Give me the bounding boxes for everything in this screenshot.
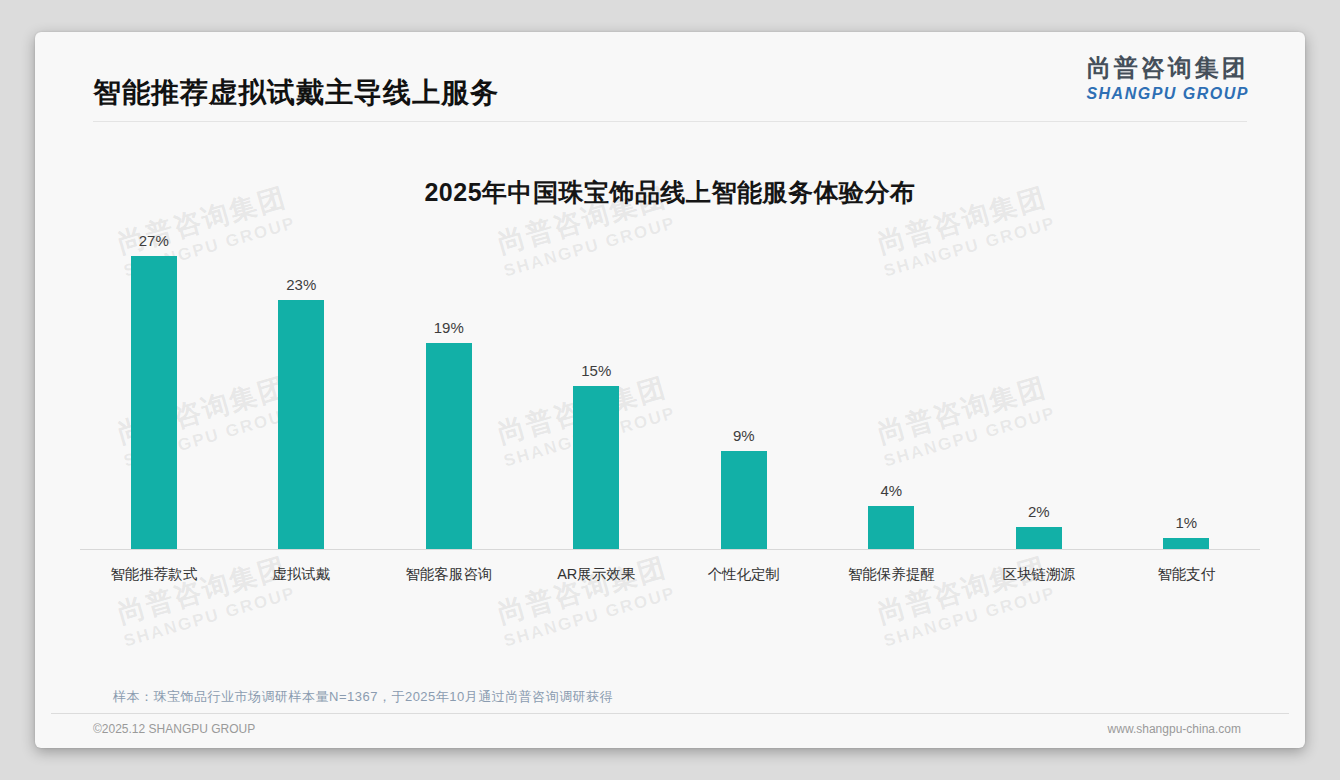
chart-title: 2025年中国珠宝饰品线上智能服务体验分布 (35, 176, 1305, 209)
bar-slot: 23% (228, 218, 376, 549)
page-title: 智能推荐虚拟试戴主导线上服务 (93, 74, 499, 112)
sample-footnote: 样本：珠宝饰品行业市场调研样本量N=1367，于2025年10月通过尚普咨询调研… (113, 688, 613, 706)
bar-slot: 1% (1113, 218, 1261, 549)
watermark-en: SHANGPU GROUP (502, 583, 679, 651)
bar-value-label: 2% (1028, 503, 1050, 520)
report-card: 智能推荐虚拟试戴主导线上服务 尚普咨询集团 SHANGPU GROUP 尚普咨询… (35, 32, 1305, 748)
category-label: 智能客服咨询 (375, 551, 523, 584)
logo-english-text: SHANGPU GROUP (1086, 85, 1249, 103)
bar (868, 506, 914, 549)
bar (426, 343, 472, 549)
bar-slot: 4% (818, 218, 966, 549)
watermark-en: SHANGPU GROUP (122, 583, 299, 651)
bar-value-label: 23% (286, 276, 316, 293)
bar-value-label: 27% (139, 232, 169, 249)
category-label: 智能推荐款式 (80, 551, 228, 584)
category-axis-labels: 智能推荐款式虚拟试戴智能客服咨询AR展示效果个性化定制智能保养提醒区块链溯源智能… (80, 551, 1260, 584)
category-label: 区块链溯源 (965, 551, 1113, 584)
category-label: 虚拟试戴 (228, 551, 376, 584)
logo-chinese-text: 尚普咨询集团 (1086, 52, 1249, 84)
category-label: 个性化定制 (670, 551, 818, 584)
bar (131, 256, 177, 549)
bar-slot: 19% (375, 218, 523, 549)
bar-slot: 2% (965, 218, 1113, 549)
bar-value-label: 4% (880, 482, 902, 499)
header-divider (93, 121, 1247, 122)
bar (721, 451, 767, 549)
bar-value-label: 19% (434, 319, 464, 336)
category-label: 智能支付 (1113, 551, 1261, 584)
watermark-en: SHANGPU GROUP (882, 583, 1059, 651)
bar-value-label: 15% (581, 362, 611, 379)
bar-slot: 27% (80, 218, 228, 549)
bar (1163, 538, 1209, 549)
bar (1016, 527, 1062, 549)
copyright-text: ©2025.12 SHANGPU GROUP (93, 722, 255, 736)
bar-slot: 9% (670, 218, 818, 549)
bar (573, 386, 619, 549)
bar-chart-plot-area: 27% 23% 19% 15% 9% 4% 2% 1% (80, 218, 1260, 550)
category-label: 智能保养提醒 (818, 551, 966, 584)
bar-value-label: 1% (1175, 514, 1197, 531)
footer-divider (51, 713, 1289, 714)
category-label: AR展示效果 (523, 551, 671, 584)
bar-slot: 15% (523, 218, 671, 549)
company-logo: 尚普咨询集团 SHANGPU GROUP (1086, 52, 1249, 103)
website-url: www.shangpu-china.com (1108, 722, 1241, 736)
bar-value-label: 9% (733, 427, 755, 444)
bar (278, 300, 324, 549)
